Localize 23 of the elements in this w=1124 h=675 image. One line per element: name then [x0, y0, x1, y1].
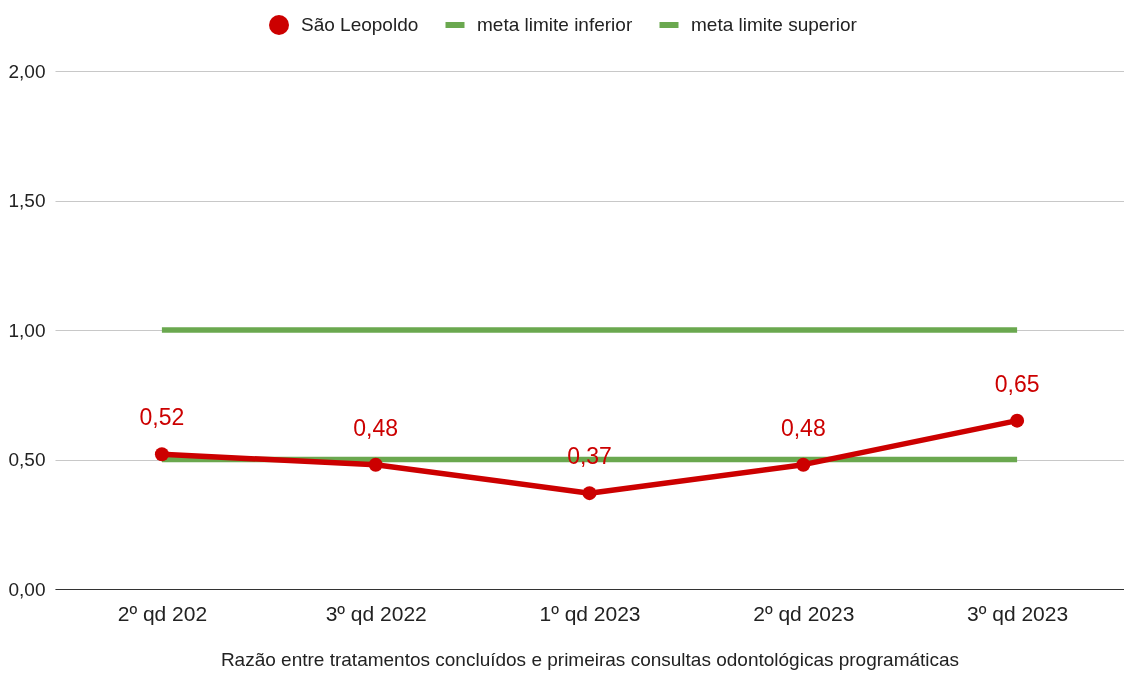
data-label: 0,52 — [139, 404, 185, 431]
x-tick-label: 3º qd 2023 — [967, 601, 1069, 625]
x-tick-label: 3º qd 2022 — [325, 601, 427, 625]
point — [368, 457, 383, 472]
x-tick-label: 2º qd 202 — [117, 601, 208, 625]
x-tick-label: 2º qd 2023 — [753, 601, 855, 625]
x-tick-label: 1º qd 2023 — [539, 601, 641, 625]
legend-label: meta limite superior — [691, 14, 858, 35]
point — [1010, 413, 1025, 428]
data-label: 0,65 — [994, 370, 1040, 397]
y-tick-label: 0,50 — [8, 449, 46, 470]
y-tick-label: 1,50 — [8, 190, 46, 211]
data-label: 0,48 — [353, 414, 399, 441]
legend-label: meta limite inferior — [477, 14, 633, 35]
y-tick-label: 0,00 — [8, 578, 46, 600]
point — [154, 447, 169, 462]
point — [796, 457, 811, 472]
y-tick-label: 1,00 — [8, 319, 46, 341]
legend-label: São Leopoldo — [301, 14, 419, 35]
y-tick-label: 2,00 — [8, 60, 46, 82]
data-label: 0,48 — [780, 414, 826, 441]
x-axis-title: Razão entre tratamentos concluídos e primeiras consultas odontológicas programáticas — [220, 648, 960, 670]
point — [582, 486, 597, 501]
